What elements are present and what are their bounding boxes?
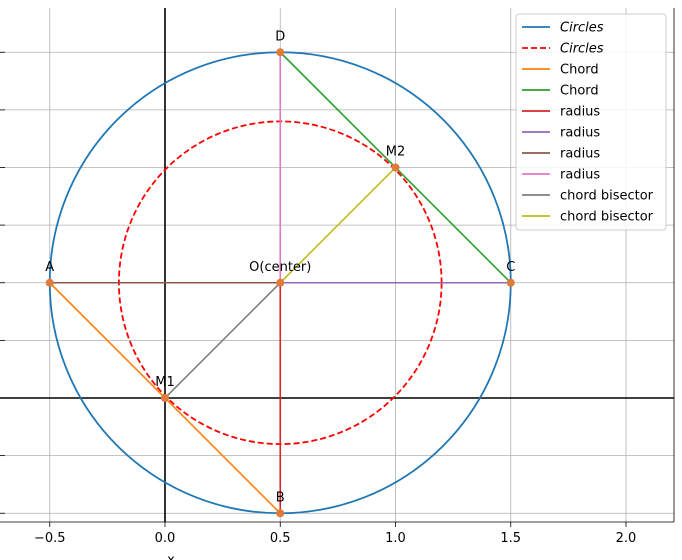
point-label-3: D <box>275 29 285 44</box>
point-layer <box>45 48 515 518</box>
point-label-1: B <box>276 490 285 505</box>
point-marker-1 <box>276 509 285 518</box>
legend-label-4: radius <box>560 105 600 120</box>
x-axis-label: x <box>167 553 175 560</box>
point-label-0: A <box>45 260 54 275</box>
legend-label-2: Chord <box>560 63 599 78</box>
point-marker-0 <box>45 278 54 287</box>
label-layer: A B C D O(center) M1 M2 <box>45 29 515 505</box>
series-line-7 <box>279 166 397 284</box>
point-marker-6 <box>391 163 400 172</box>
series-line-6 <box>164 282 281 399</box>
legend-label-3: Chord <box>560 84 599 99</box>
point-label-5: M1 <box>155 375 175 390</box>
x-tick-label-3: 1.0 <box>385 531 406 546</box>
axes-layer <box>0 8 675 523</box>
x-tick-label-0: −0.5 <box>34 531 66 546</box>
point-marker-3 <box>276 48 285 57</box>
point-marker-5 <box>161 394 169 402</box>
point-label-6: M2 <box>386 145 406 160</box>
legend-label-8: chord bisector <box>560 189 654 204</box>
legend-label-1: Circles <box>560 42 604 57</box>
legend: Circles Circles Chord Chord radius radius radi… <box>515 13 667 231</box>
legend-label-5: radius <box>560 126 600 141</box>
point-label-2: C <box>506 260 515 275</box>
x-tick-label-1: 0.0 <box>155 531 176 546</box>
legend-label-6: radius <box>560 147 600 162</box>
legend-label-9: chord bisector <box>560 210 654 225</box>
x-tick-label-4: 1.5 <box>500 531 521 546</box>
legend-label-7: radius <box>560 168 600 183</box>
point-marker-2 <box>506 278 515 287</box>
tick-layer: −0.5 0.0 0.5 1.0 1.5 2.0 <box>0 51 637 546</box>
point-label-4: O(center) <box>249 260 311 275</box>
x-tick-label-5: 2.0 <box>616 531 637 546</box>
legend-box <box>515 13 667 231</box>
point-marker-4 <box>276 278 285 287</box>
x-tick-label-2: 0.5 <box>270 531 291 546</box>
legend-label-0: Circles <box>560 21 604 36</box>
